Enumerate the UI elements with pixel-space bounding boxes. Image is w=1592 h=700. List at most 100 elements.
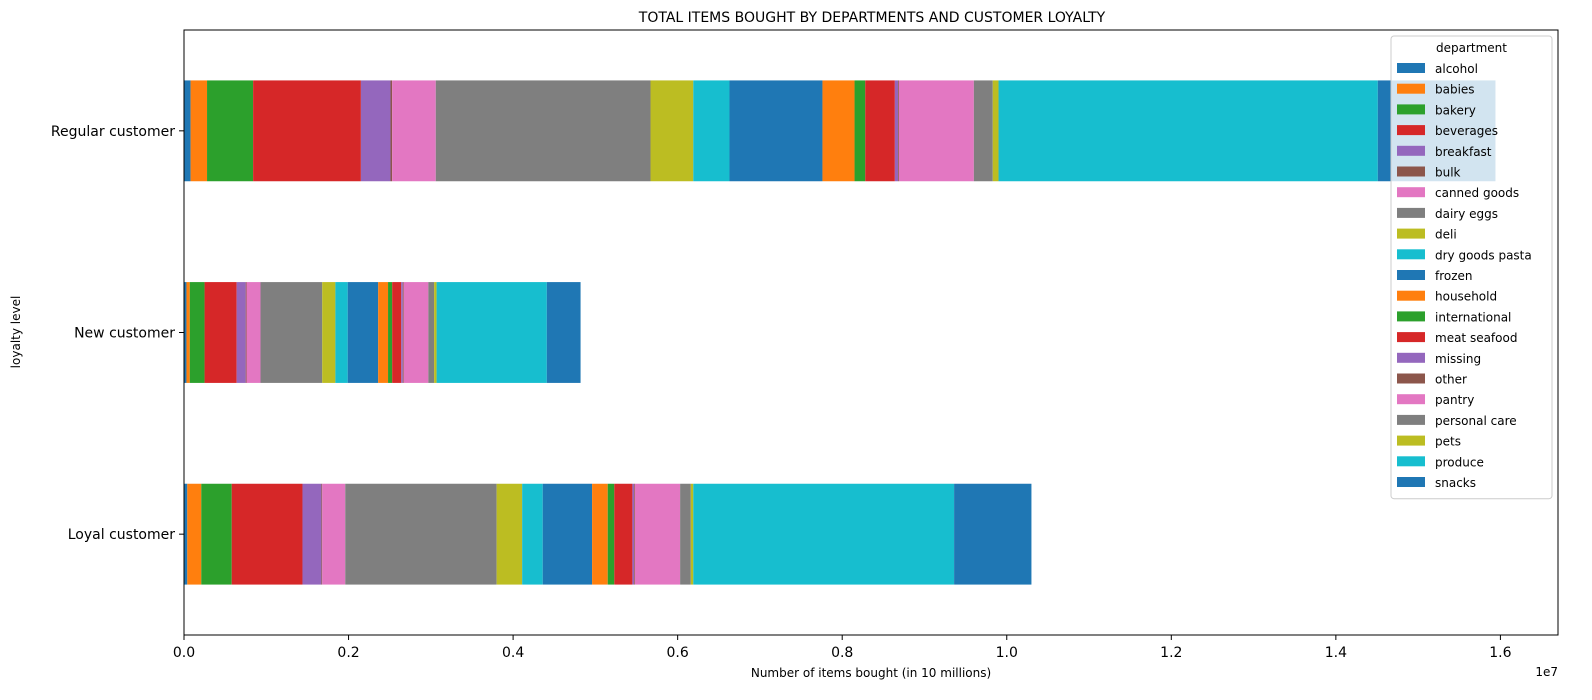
legend-swatch xyxy=(1397,414,1425,425)
legend-swatch xyxy=(1397,270,1425,280)
bar-segment xyxy=(992,80,999,182)
bar-segment xyxy=(434,282,437,383)
legend-label: international xyxy=(1435,310,1511,324)
x-tick-label: 0.4 xyxy=(502,645,524,661)
legend-label: frozen xyxy=(1435,269,1473,283)
legend-label: beverages xyxy=(1435,124,1498,138)
bar-segment xyxy=(187,483,202,585)
bar-segment xyxy=(201,483,232,585)
y-axis: Loyal customer New customer Regular custom… xyxy=(51,124,184,543)
bar-segment xyxy=(345,483,497,585)
legend-box xyxy=(1390,35,1553,500)
bar-segment xyxy=(186,282,190,383)
bar-segment xyxy=(236,282,246,383)
bar-segment xyxy=(392,282,402,383)
legend-swatch xyxy=(1397,249,1425,260)
x-offset-label: 1e7 xyxy=(1535,665,1558,679)
x-axis: 0.0 0.2 0.4 0.6 0.8 1.0 1.2 1.4 1.6 xyxy=(173,635,1512,661)
bar-segment xyxy=(190,80,208,182)
bar-segment xyxy=(189,282,205,383)
bar-segment xyxy=(428,282,435,383)
legend-label: alcohol xyxy=(1435,62,1478,76)
bar-segment xyxy=(546,282,581,383)
bar-segment xyxy=(542,483,593,585)
bar-segment xyxy=(322,282,336,383)
x-tick-label: 0.6 xyxy=(667,645,689,661)
bar-segment xyxy=(402,282,404,383)
legend-swatch xyxy=(1397,145,1425,156)
legend-label: dairy eggs xyxy=(1435,207,1498,221)
y-tick-label: New customer xyxy=(74,326,175,342)
legend-label: bakery xyxy=(1435,103,1476,117)
x-tick-label: 0.8 xyxy=(831,645,853,661)
legend-label: dry goods pasta xyxy=(1435,248,1532,262)
bar-segment xyxy=(614,483,633,585)
legend: department alcohol babies bakery beverages br… xyxy=(1390,35,1553,500)
legend-swatch xyxy=(1397,207,1425,218)
bar-segment xyxy=(184,483,188,585)
legend-swatch xyxy=(1397,228,1425,239)
x-tick-label: 0.0 xyxy=(173,645,195,661)
x-axis-label: Number of items bought (in 10 millions) xyxy=(751,666,991,680)
y-tick-label: Regular customer xyxy=(51,124,175,140)
legend-label: breakfast xyxy=(1435,145,1492,159)
bar-segment xyxy=(973,80,993,182)
legend-label: bulk xyxy=(1435,166,1461,180)
legend-swatch xyxy=(1397,290,1425,301)
bar-segment xyxy=(632,483,635,585)
bar-segment xyxy=(390,80,393,182)
legend-swatch xyxy=(1397,125,1425,136)
bar-segment xyxy=(894,80,899,182)
bar-segment xyxy=(693,80,730,182)
bar-segment xyxy=(388,282,393,383)
legend-label: personal care xyxy=(1435,414,1517,428)
legend-swatch xyxy=(1397,104,1425,115)
bar-segment xyxy=(865,80,895,182)
x-tick-label: 1.4 xyxy=(1325,645,1347,661)
legend-label: meat seafood xyxy=(1435,331,1517,345)
legend-label: pantry xyxy=(1435,393,1474,407)
legend-label: deli xyxy=(1435,228,1457,242)
legend-swatch xyxy=(1397,456,1425,467)
chart-title: TOTAL ITEMS BOUGHT BY DEPARTMENTS AND CU… xyxy=(638,10,1106,26)
legend-swatch xyxy=(1397,187,1425,198)
bar-segment xyxy=(634,483,635,585)
bar-segment xyxy=(607,483,615,585)
bar-segment xyxy=(207,80,254,182)
x-tick-label: 1.2 xyxy=(1160,645,1182,661)
y-tick-label: Loyal customer xyxy=(68,527,175,543)
bar-segment xyxy=(680,483,691,585)
bar-segment xyxy=(260,282,323,383)
bar-segment xyxy=(204,282,237,383)
bar-segment xyxy=(822,80,855,182)
bar-segment xyxy=(321,483,323,585)
bars-group xyxy=(184,80,1496,585)
x-tick-label: 1.0 xyxy=(996,645,1018,661)
bar-segment xyxy=(401,282,403,383)
bar-segment xyxy=(184,282,187,383)
bar-segment xyxy=(898,80,974,182)
bar-segment xyxy=(231,483,303,585)
legend-swatch xyxy=(1397,332,1425,343)
legend-swatch xyxy=(1397,166,1425,177)
bar-segment xyxy=(347,282,379,383)
bar-segment xyxy=(998,80,1378,182)
legend-swatch xyxy=(1397,394,1425,405)
bar-segment xyxy=(522,483,543,585)
bar-segment xyxy=(435,80,651,182)
bar-segment xyxy=(496,483,523,585)
bar-segment xyxy=(184,80,191,182)
bar-segment xyxy=(253,80,361,182)
bar-segment xyxy=(634,483,681,585)
legend-label: canned goods xyxy=(1435,186,1519,200)
bar-segment xyxy=(335,282,348,383)
bar-segment xyxy=(592,483,608,585)
bar-segment xyxy=(729,80,823,182)
legend-swatch xyxy=(1397,477,1425,487)
legend-label: household xyxy=(1435,290,1497,304)
legend-swatch xyxy=(1397,373,1425,384)
legend-swatch xyxy=(1397,352,1425,363)
legend-label: babies xyxy=(1435,83,1475,97)
bar-segment xyxy=(392,80,436,182)
